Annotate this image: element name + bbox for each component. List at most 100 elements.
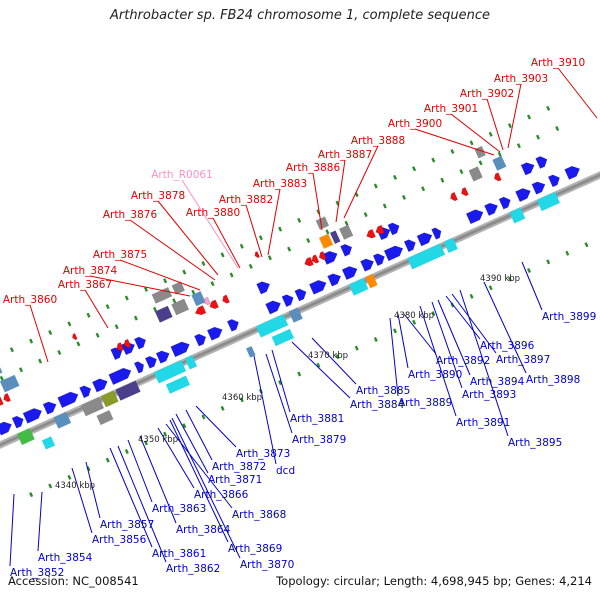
forward-gene-arrow [372, 253, 385, 267]
forward-gene-label: Arth_3892 [436, 355, 490, 367]
reverse-gene-arrow [450, 191, 458, 202]
reverse-gene-label: Arth_3910 [531, 57, 585, 69]
forward-gene-arrow [403, 239, 416, 253]
cog-block [315, 216, 329, 230]
label-leader-lines [9, 67, 598, 567]
tick-mark [546, 105, 551, 111]
reverse-gene-label: Arth_3903 [494, 73, 548, 85]
tick-mark [191, 289, 196, 295]
forward-gene-arrow [134, 336, 147, 350]
tick-mark [19, 367, 23, 373]
leader-line [397, 313, 409, 369]
forward-gene-label: Arth_3871 [208, 474, 262, 486]
leader-line [445, 295, 481, 340]
tick-mark [105, 457, 110, 463]
reverse-gene-label: Arth_3867 [58, 279, 112, 291]
leader-line [71, 467, 93, 534]
tick-mark [144, 286, 148, 292]
reverse-gene-label: Arth_3900 [388, 118, 442, 130]
leader-line [165, 423, 233, 509]
leader-line [335, 159, 346, 223]
leader-line [157, 427, 195, 489]
map-title: Arthrobacter sp. FB24 chromosome 1, comp… [109, 8, 491, 23]
tick-mark [86, 312, 91, 318]
cog-block [17, 428, 35, 445]
tick-mark [421, 186, 426, 192]
cog-block [443, 237, 458, 253]
tick-mark [48, 483, 53, 489]
tick-mark [248, 263, 253, 269]
forward-gene-arrow [155, 350, 170, 364]
reverse-gene-label: Arth_3878 [131, 190, 185, 202]
leader-line [157, 200, 219, 276]
leader-line [84, 289, 109, 329]
forward-gene-arrow [341, 266, 358, 281]
cog-block [171, 281, 185, 295]
reverse-gene-arrow [366, 228, 376, 239]
tick-mark [478, 160, 483, 166]
tick-mark [393, 174, 397, 180]
reverse-gene-arrow [0, 396, 4, 406]
forward-gene-label: Arth_3854 [38, 552, 93, 564]
forward-gene-label: Arth_3898 [526, 374, 580, 386]
cog-block [246, 346, 256, 358]
tick-mark [210, 281, 215, 287]
forward-gene-label: Arth_3868 [232, 509, 286, 521]
leader-line [181, 179, 239, 269]
cog-block [41, 436, 56, 450]
leader-line [451, 293, 497, 354]
leader-line [185, 409, 213, 461]
tick-mark [105, 304, 110, 310]
forward-gene-label: Arth_3869 [228, 543, 282, 555]
reverse-gene-arrow [254, 251, 261, 258]
forward-gene-arrow [498, 196, 511, 210]
tick-mark [497, 151, 502, 157]
forward-gene-label: Arth_3899 [542, 311, 596, 323]
tick-mark [431, 157, 436, 163]
reverse-gene-arrow [72, 333, 78, 340]
reverse-gene-arrow [222, 294, 230, 304]
cog-block [171, 298, 190, 316]
forward-gene-arrow [22, 408, 43, 424]
leader-line [171, 417, 241, 559]
forward-gene-arrow [387, 222, 400, 236]
reverse-gene-label: Arth_3875 [93, 249, 147, 261]
tick-mark [76, 341, 81, 347]
forward-gene-arrow [547, 174, 560, 188]
reverse-gene-arrow [461, 187, 469, 197]
forward-gene-arrow [340, 243, 353, 257]
tick-mark [38, 358, 43, 364]
cog-block [319, 233, 334, 249]
forward-gene-arrow [531, 181, 546, 195]
tick-mark [229, 272, 234, 278]
leader-line [85, 461, 101, 519]
leader-line [29, 304, 49, 363]
reverse-gene-label: Arth_3901 [424, 103, 478, 115]
forward-gene-arrow [79, 385, 92, 399]
forward-gene-arrow [360, 258, 374, 272]
tick-mark [507, 123, 512, 129]
tick-mark [469, 140, 474, 146]
reverse-gene-arrow [194, 305, 207, 316]
gene-labels: 4340 kbp 4350 kbp 4360 kbp 4370 kbp 4380 kbp… [3, 57, 596, 579]
forward-gene-label: Arth_3893 [462, 389, 516, 401]
tick-mark [412, 166, 417, 172]
forward-gene-label: Arth_3896 [480, 340, 535, 352]
reverse-gene-arrow [318, 251, 327, 261]
reverse-gene-label: Arth_3887 [318, 149, 372, 161]
cog-block [53, 411, 72, 429]
leader-line [212, 217, 241, 269]
cog-block [96, 410, 114, 425]
tick-mark [239, 397, 244, 403]
tick-mark [412, 319, 417, 325]
tick-mark [9, 347, 14, 353]
tick-mark [124, 449, 129, 454]
leader-line [267, 188, 281, 256]
forward-gene-arrow [294, 288, 307, 302]
forward-gene-label: Arth_3856 [92, 534, 147, 546]
forward-gene-arrow [327, 273, 342, 287]
tick-mark [325, 229, 330, 235]
tick-mark [144, 440, 148, 446]
reverse-gene-arrow [3, 393, 12, 403]
leader-line [117, 445, 167, 563]
